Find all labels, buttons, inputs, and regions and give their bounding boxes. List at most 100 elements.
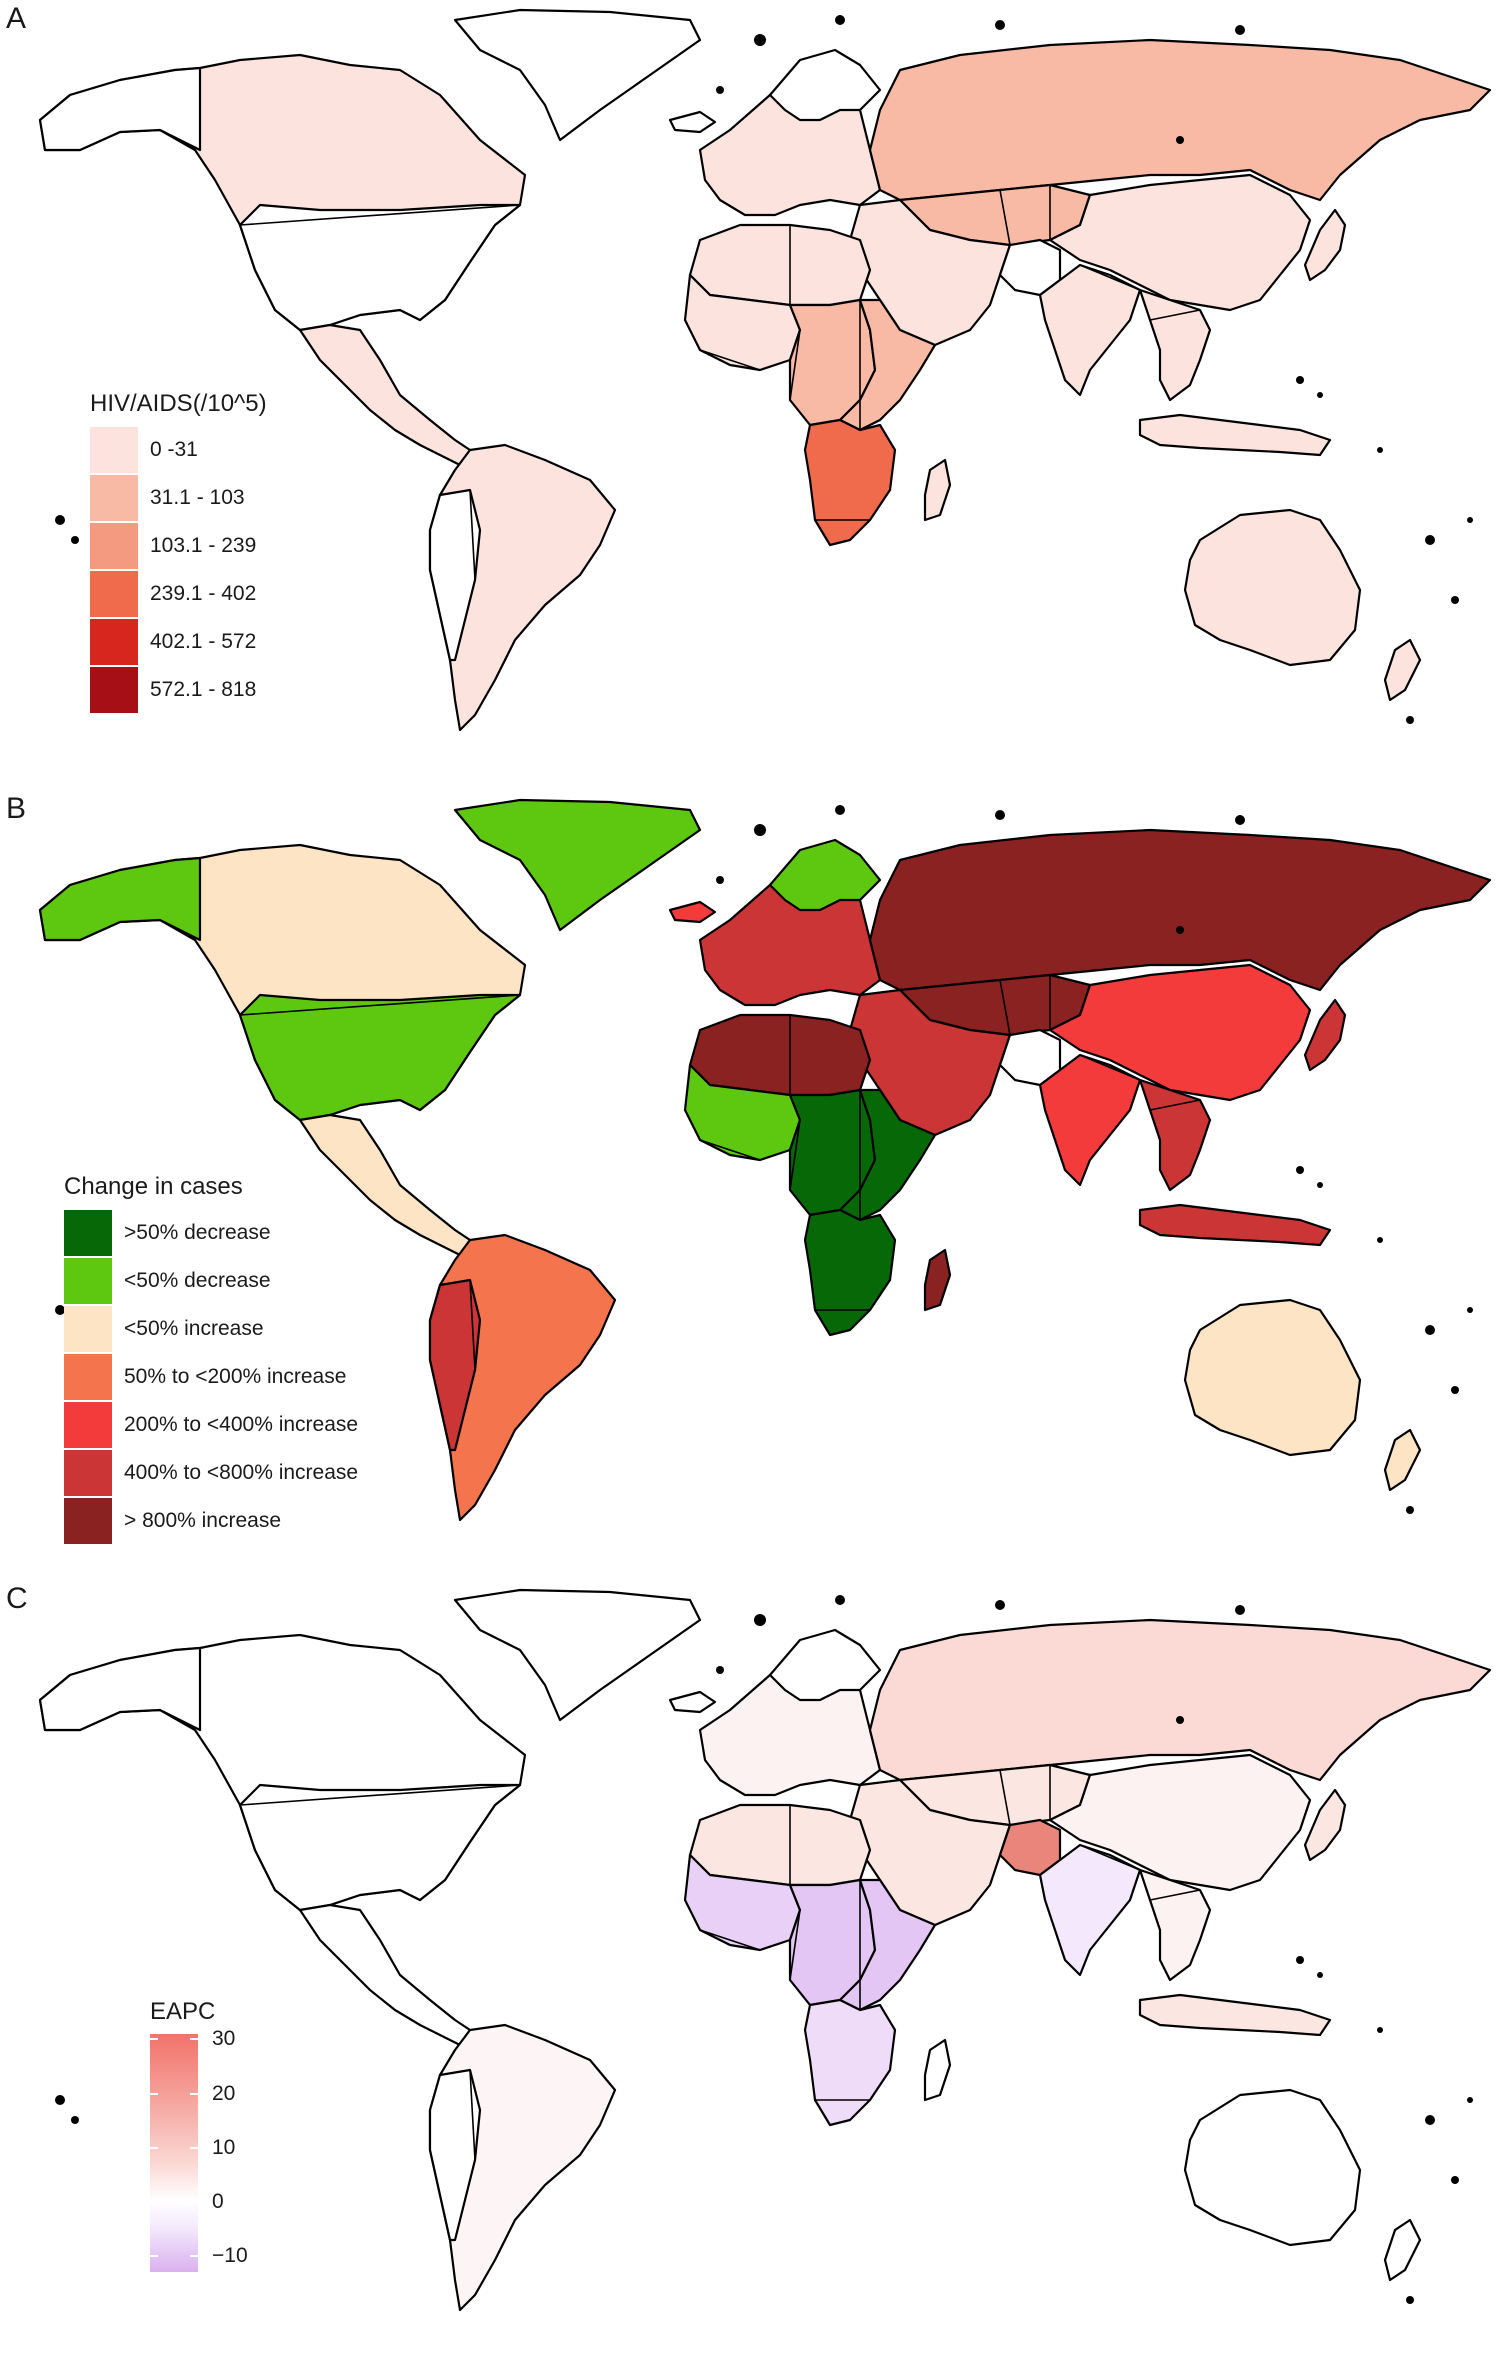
legend-change-in-cases: Change in cases >50% decrease <50% decrea…: [64, 1173, 358, 1545]
legend-title: HIV/AIDS(/10^5): [90, 390, 267, 417]
island: [1406, 716, 1414, 724]
region-east-africa: [838, 298, 937, 432]
legend-eapc: EAPC 30 20 10 0 −10: [150, 1998, 270, 2274]
region-iceland: [668, 900, 717, 924]
region-indonesia: [1138, 413, 1332, 457]
island: [1425, 535, 1435, 545]
island: [835, 805, 845, 815]
island: [1406, 2296, 1414, 2304]
region-scandinavia: [768, 1628, 882, 1702]
panel-letter: C: [6, 1582, 28, 1615]
island: [71, 2116, 79, 2124]
legend-label: 0 -31: [150, 438, 198, 461]
region-alaska: [38, 856, 202, 942]
region-alaska: [38, 1646, 202, 1732]
eapc-tick-label: 0: [212, 2189, 224, 2213]
region-north-africa: [688, 1803, 872, 1887]
eapc-tick-label: 30: [212, 2027, 236, 2051]
region-madagascar: [923, 1248, 952, 1312]
region-alaska: [38, 66, 202, 152]
island: [1467, 517, 1473, 523]
island: [835, 15, 845, 25]
island: [1377, 1237, 1383, 1243]
legend-item: <50% increase: [64, 1305, 358, 1353]
country-border: [1149, 309, 1201, 321]
country-border: [1079, 264, 1141, 291]
island: [1377, 2027, 1383, 2033]
country-border: [699, 1929, 761, 1951]
island: [1176, 136, 1184, 144]
legend-swatch: [90, 667, 138, 713]
legend-label: <50% decrease: [124, 1269, 271, 1292]
region-iceland: [668, 110, 717, 134]
region-east-africa: [838, 1878, 937, 2012]
region-iceland: [668, 1690, 717, 1714]
island: [55, 515, 65, 525]
region-southeast-asia: [1138, 1078, 1212, 1192]
region-japan: [1303, 1788, 1347, 1862]
legend-item: 400% to <800% increase: [64, 1449, 358, 1497]
region-china: [1048, 963, 1312, 1102]
region-usa: [238, 993, 522, 1122]
country-border: [469, 2069, 476, 2161]
region-japan: [1303, 998, 1347, 1072]
region-australia: [1183, 508, 1362, 667]
eapc-tick-label: −10: [212, 2243, 248, 2267]
country-border: [1079, 1844, 1141, 1871]
region-north-africa: [688, 223, 872, 307]
region-australia: [1183, 2088, 1362, 2247]
island: [995, 1600, 1005, 1610]
island: [1296, 1166, 1304, 1174]
country-border: [239, 994, 521, 1016]
island: [1425, 1325, 1435, 1335]
island: [1296, 376, 1304, 384]
legend-title: Change in cases: [64, 1173, 243, 1200]
island: [1377, 447, 1383, 453]
region-southeast-asia: [1138, 1868, 1212, 1982]
legend-item: 103.1 - 239: [90, 522, 267, 570]
island: [1451, 2176, 1459, 2184]
legend-label: 572.1 - 818: [150, 678, 257, 701]
country-border: [699, 349, 761, 371]
island: [1317, 1972, 1323, 1978]
country-border: [1149, 1099, 1201, 1111]
island: [1176, 926, 1184, 934]
region-usa: [238, 203, 522, 332]
region-southern-africa: [803, 1998, 897, 2127]
legend-swatch: [90, 427, 138, 473]
region-scandinavia: [768, 838, 882, 912]
legend-swatch: [64, 1450, 112, 1496]
region-indonesia: [1138, 1203, 1332, 1247]
region-greenland: [453, 1588, 702, 1722]
island: [716, 86, 724, 94]
panel-b: B Change in cases >50% decrease <50% decr…: [0, 790, 1501, 1570]
legend-label: <50% increase: [124, 1317, 264, 1340]
legend-swatch: [90, 523, 138, 569]
region-andes: [428, 2068, 482, 2242]
region-russia: [868, 1618, 1492, 1782]
island: [716, 876, 724, 884]
world-map-incidence: [38, 8, 1492, 732]
legend-label: > 800% increase: [124, 1509, 282, 1532]
country-border: [299, 1114, 331, 1121]
legend-swatch: [64, 1402, 112, 1448]
region-andes: [428, 1278, 482, 1452]
region-new-zealand: [1383, 2218, 1422, 2282]
island: [1317, 1182, 1323, 1188]
island: [1451, 596, 1459, 604]
world-map-change-in-cases: [38, 798, 1492, 1522]
country-border: [789, 329, 801, 401]
island: [1235, 1605, 1245, 1615]
country-border: [869, 1729, 881, 1771]
legend-item: <50% decrease: [64, 1257, 358, 1305]
region-southeast-asia: [1138, 288, 1212, 402]
panel-letter: B: [6, 792, 27, 825]
island: [1451, 1386, 1459, 1394]
island: [1235, 815, 1245, 825]
eapc-tick-label: 10: [212, 2135, 236, 2159]
region-southern-africa: [803, 418, 897, 547]
country-border: [789, 1119, 801, 1191]
region-new-zealand: [1383, 638, 1422, 702]
legend-label: 239.1 - 402: [150, 582, 257, 605]
island: [55, 1305, 65, 1315]
